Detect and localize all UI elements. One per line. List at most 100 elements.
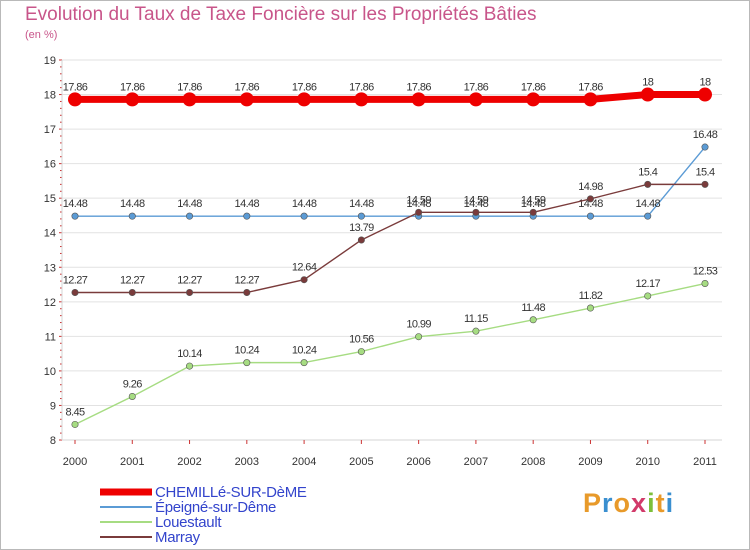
- data-label: 14.48: [578, 198, 603, 210]
- data-label: 14.48: [464, 198, 489, 210]
- data-point: [243, 288, 251, 296]
- data-label: 14.48: [177, 198, 202, 210]
- data-point: [128, 392, 136, 400]
- logo-letter: o: [613, 488, 632, 518]
- legend-label: Marray: [155, 529, 200, 546]
- y-tick-label: 12: [44, 297, 56, 309]
- data-point: [415, 208, 423, 216]
- legend-swatch: [100, 536, 152, 538]
- logo-letter: t: [655, 488, 666, 518]
- data-point: [186, 212, 194, 220]
- legend: CHEMILLé-SUR-DèME Épeigné-sur-Dême Loues…: [100, 485, 307, 545]
- data-label: 10.99: [406, 319, 431, 331]
- data-label: 13.79: [349, 222, 374, 234]
- data-label: 14.48: [521, 198, 546, 210]
- data-label: 17.86: [464, 81, 489, 93]
- data-label: 14.48: [120, 198, 145, 210]
- x-tick-label: 2005: [349, 456, 373, 468]
- data-point: [297, 92, 312, 107]
- y-tick-label: 9: [50, 400, 56, 412]
- logo-letter: x: [631, 488, 648, 518]
- y-tick-label: 14: [44, 228, 56, 240]
- x-tick-label: 2007: [464, 456, 488, 468]
- legend-swatch: [100, 506, 152, 508]
- data-label: 17.86: [349, 81, 374, 93]
- y-tick-label: 16: [44, 159, 56, 171]
- data-point: [182, 92, 197, 107]
- data-point: [243, 359, 251, 367]
- y-tick-label: 17: [44, 124, 56, 136]
- data-point: [357, 348, 365, 356]
- series-line: [75, 183, 705, 294]
- data-label: 14.59: [521, 194, 546, 206]
- data-label: 12.53: [693, 266, 718, 278]
- data-label: 15.4: [695, 166, 714, 178]
- legend-label: Épeigné-sur-Dême: [155, 499, 277, 516]
- data-point: [644, 180, 652, 188]
- data-point: [186, 362, 194, 370]
- data-label: 14.48: [349, 198, 374, 210]
- data-label: 17.86: [521, 81, 546, 93]
- proxiti-logo: Proxiti: [583, 488, 674, 519]
- y-tick-label: 8: [50, 435, 56, 447]
- logo-letter: i: [665, 488, 675, 518]
- data-label: 12.27: [235, 274, 260, 286]
- data-point: [640, 87, 655, 102]
- data-point: [526, 92, 541, 107]
- data-label: 10.24: [235, 345, 260, 357]
- data-label: 12.27: [177, 274, 202, 286]
- data-point: [411, 92, 426, 107]
- data-label: 17.86: [120, 81, 145, 93]
- data-point: [354, 92, 369, 107]
- data-point: [415, 333, 423, 341]
- data-label: 15.4: [638, 166, 657, 178]
- data-point: [529, 316, 537, 324]
- data-label: 17.86: [406, 81, 431, 93]
- data-label: 14.48: [635, 198, 660, 210]
- data-point: [529, 208, 537, 216]
- data-point: [68, 92, 82, 107]
- data-point: [186, 288, 194, 296]
- data-point: [701, 180, 709, 188]
- data-point: [71, 420, 79, 428]
- data-label: 11.15: [464, 313, 488, 325]
- x-tick-label: 2006: [406, 456, 430, 468]
- data-point: [71, 212, 79, 220]
- series-line: [75, 146, 706, 217]
- data-label: 14.59: [464, 194, 489, 206]
- data-point: [644, 212, 652, 220]
- data-label: 12.27: [63, 274, 88, 286]
- data-label: 17.86: [177, 81, 202, 93]
- data-label: 11.48: [521, 302, 545, 314]
- x-tick-label: 2009: [578, 456, 602, 468]
- data-label: 11.82: [579, 290, 603, 302]
- legend-swatch: [100, 521, 152, 523]
- data-label: 17.86: [292, 81, 317, 93]
- data-label: 14.48: [235, 198, 260, 210]
- data-point: [468, 92, 483, 107]
- x-tick-label: 2004: [292, 456, 316, 468]
- logo-letter: i: [647, 488, 656, 518]
- data-label: 12.17: [635, 278, 660, 290]
- x-tick-label: 2001: [120, 456, 144, 468]
- x-tick-label: 2000: [63, 456, 87, 468]
- data-point: [586, 195, 594, 203]
- data-label: 14.98: [578, 181, 603, 193]
- data-point: [698, 87, 712, 102]
- legend-item: Louestault: [100, 515, 307, 530]
- data-point: [300, 212, 308, 220]
- data-point: [586, 212, 594, 220]
- legend-label: Louestault: [155, 514, 222, 531]
- data-point: [71, 288, 79, 296]
- chart-title: Evolution du Taux de Taxe Foncière sur l…: [25, 4, 537, 25]
- data-label: 18: [642, 77, 654, 89]
- data-label: 18: [699, 77, 711, 89]
- y-tick-label: 13: [44, 262, 56, 274]
- data-point: [125, 92, 140, 107]
- data-label: 12.27: [120, 274, 145, 286]
- y-tick-label: 10: [44, 366, 56, 378]
- data-label: 14.59: [406, 194, 431, 206]
- data-point: [128, 288, 136, 296]
- x-tick-label: 2003: [235, 456, 259, 468]
